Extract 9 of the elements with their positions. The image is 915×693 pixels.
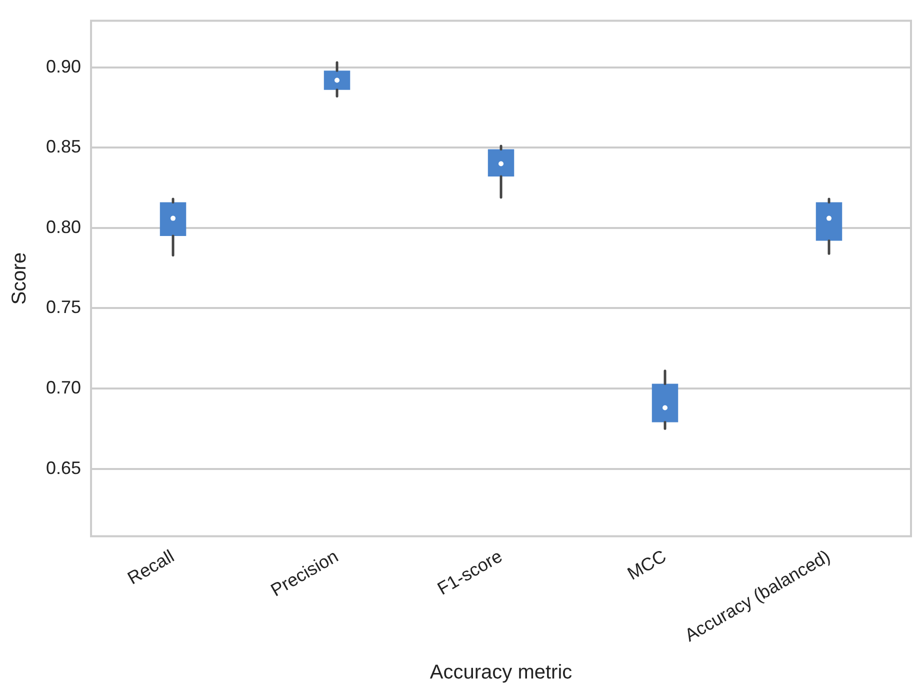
y-tick-label: 0.65	[46, 458, 82, 478]
y-tick-label: 0.80	[46, 216, 82, 237]
y-tick-label: 0.90	[46, 56, 82, 76]
x-tick-label: MCC	[624, 546, 670, 584]
y-tick-label: 0.85	[46, 136, 82, 157]
y-tick-label: 0.75	[46, 297, 82, 318]
x-axis-title: Accuracy metric	[430, 662, 572, 684]
y-tick-label: 0.70	[46, 377, 82, 398]
y-axis-title: Score	[8, 252, 31, 305]
